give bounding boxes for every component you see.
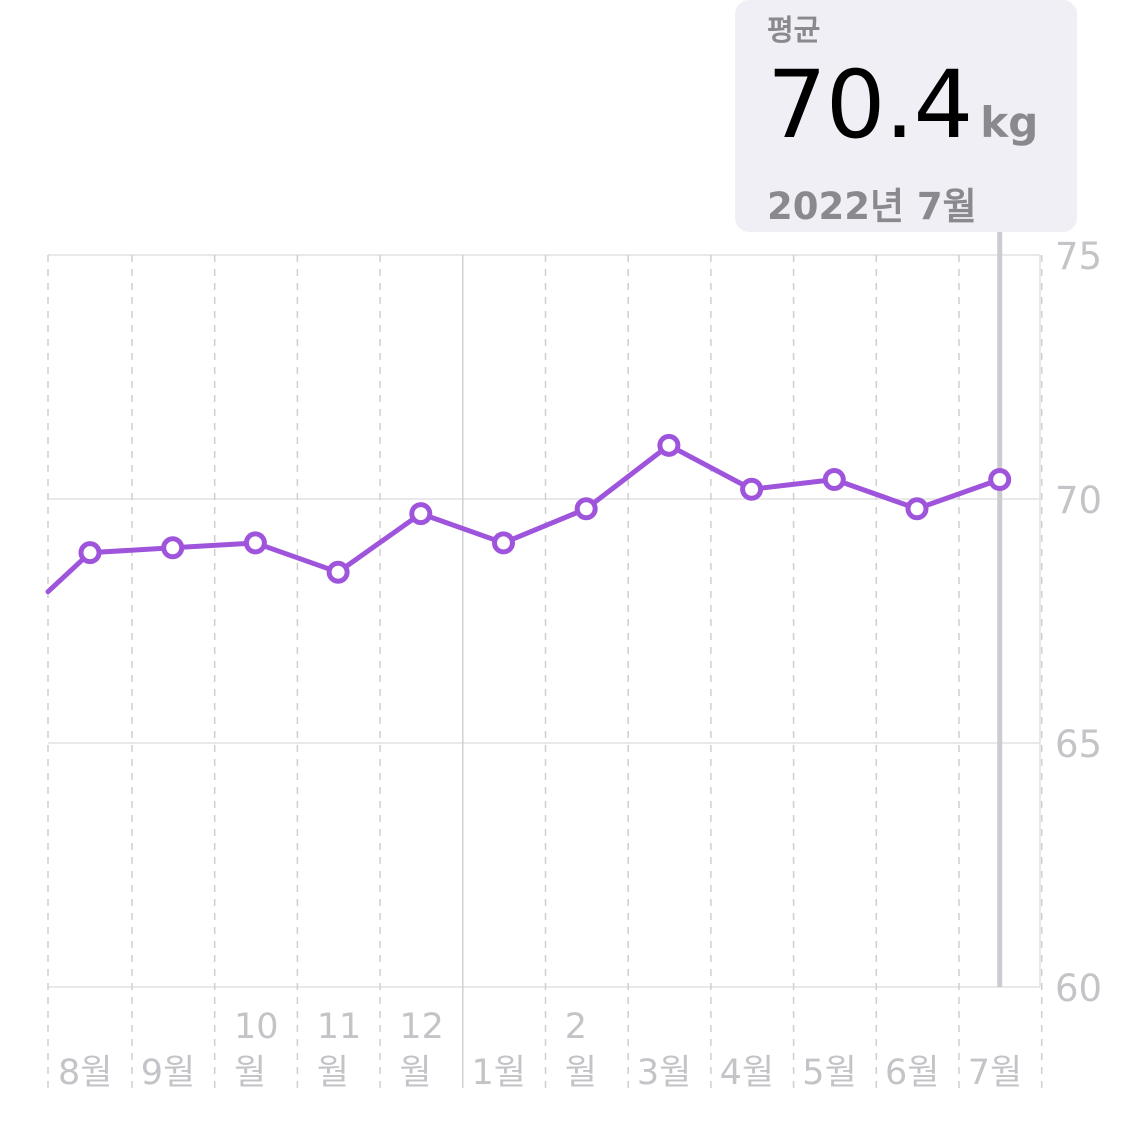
x-tick-label: 8월 [58,1053,112,1093]
x-tick-label: 4월 [720,1053,774,1093]
data-point [78,541,102,565]
average-callout: 평균 70.4 kg 2022년 7월 [735,0,1077,232]
x-tick-label: 9월 [141,1053,195,1093]
data-point [988,467,1012,491]
x-tick-label: 월 [399,1053,431,1093]
x-tick-label: 12 [399,1007,444,1047]
data-point [905,497,929,521]
x-tick-label: 월 [317,1053,349,1093]
data-point [657,433,681,457]
data-point [161,536,185,560]
x-tick-label: 7월 [968,1053,1022,1093]
callout-date: 2022년 7월 [767,185,977,228]
data-point [492,531,515,555]
data-point [326,560,350,584]
callout-value: 70.4 [767,51,973,160]
x-tick-label: 1월 [472,1053,526,1093]
x-tick-label: 5월 [802,1053,856,1093]
y-tick-label: 65 [1055,723,1102,766]
callout-unit: kg [980,98,1039,147]
callout-value-row: 70.4 kg [767,54,1077,184]
data-point [740,477,764,501]
callout-label: 평균 [767,13,821,47]
y-tick-label: 60 [1055,967,1102,1010]
y-tick-label: 75 [1055,235,1102,278]
x-tick-label: 6월 [885,1053,939,1093]
x-tick-label: 10 [234,1007,279,1047]
x-tick-label: 11 [317,1007,362,1047]
y-tick-label: 70 [1055,479,1102,522]
x-tick-label: 2 [565,1007,587,1047]
x-tick-label: 3월 [637,1053,691,1093]
series-line [45,442,1003,595]
data-point [574,497,598,521]
x-tick-label: 월 [565,1053,597,1093]
data-point [822,467,846,491]
data-point [243,531,267,555]
x-tick-label: 월 [234,1053,266,1093]
data-point [409,502,433,526]
